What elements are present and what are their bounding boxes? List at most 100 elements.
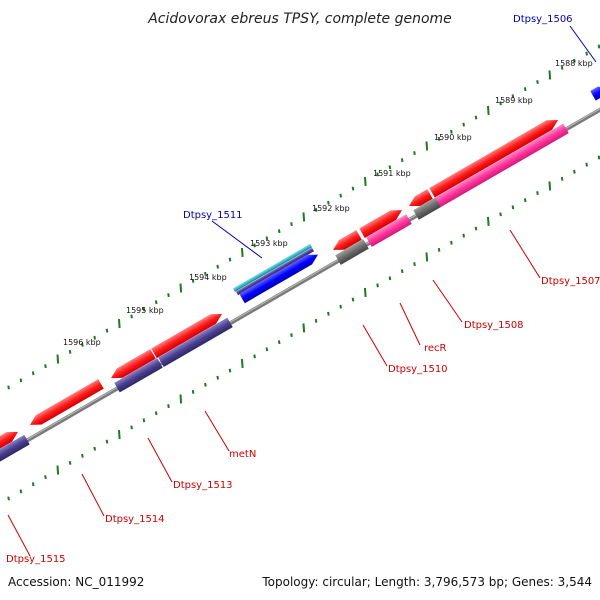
inner-scale-tick [241, 358, 244, 369]
gene-metn-feature[interactable] [158, 317, 233, 368]
map-title: Acidovorax ebreus TPSY, complete genome [147, 11, 452, 27]
accession-text: Accession: NC_011992 [8, 575, 144, 589]
outer-scale-tick [154, 300, 158, 305]
outer-scale-tick [499, 101, 502, 106]
scale-label-1595: 1595 kbp [126, 306, 164, 315]
gene-label-metn[interactable]: metN [229, 449, 256, 460]
inner-scale-tick [523, 198, 527, 203]
outer-scale-tick [573, 58, 576, 63]
inner-scale-tick [19, 489, 23, 494]
outer-scale-tick [376, 172, 379, 177]
gene-label-dtpsy-1514[interactable]: Dtpsy_1514 [105, 514, 165, 525]
gene-label-dtpsy-1510[interactable]: Dtpsy_1510 [388, 364, 448, 375]
inner-scale-tick [118, 429, 121, 440]
outer-scale-tick [302, 212, 306, 222]
outer-scale-tick [450, 129, 453, 134]
inner-scale-tick [68, 460, 72, 465]
leader-dtpsy-1511 [211, 220, 263, 259]
outer-scale-tick [167, 293, 170, 298]
outer-scale-tick [19, 378, 23, 383]
inner-scale-tick [314, 318, 318, 323]
gene-dtpsy-1508-feature[interactable] [413, 197, 441, 220]
outer-scale-tick [536, 80, 539, 85]
scale-label-1591: 1591 kbp [373, 169, 411, 178]
gene-dtpsy-1510-cds[interactable] [330, 230, 362, 255]
gene-dtpsy-1510-feature[interactable] [335, 239, 369, 265]
gene-label-dtpsy-1511[interactable]: Dtpsy_1511 [183, 210, 243, 221]
inner-scale-tick [302, 323, 306, 333]
outer-scale-tick [511, 94, 515, 99]
outer-scale-tick [105, 328, 109, 333]
inner-scale-tick [44, 475, 47, 480]
gene-label-dtpsy-1507[interactable]: Dtpsy_1507 [541, 276, 600, 287]
outer-scale-tick [93, 335, 96, 340]
gene-dtpsy-1513-feature[interactable] [114, 358, 163, 393]
inner-scale-tick [7, 496, 10, 501]
leader-dtpsy-1506 [569, 25, 597, 63]
inner-scale-tick [167, 404, 170, 409]
inner-scale-tick [450, 240, 453, 245]
outer-scale-tick [413, 151, 416, 156]
gene-recr-cds[interactable] [359, 205, 405, 238]
leader-dtpsy-1510 [362, 324, 388, 367]
inner-scale-tick [130, 425, 133, 430]
inner-scale-tick [327, 311, 330, 316]
gene-recr-feature[interactable] [366, 214, 412, 247]
outer-scale-tick [7, 385, 10, 390]
gene-label-dtpsy-1508[interactable]: Dtpsy_1508 [464, 320, 524, 331]
inner-scale-tick [511, 205, 515, 210]
inner-scale-tick [548, 181, 552, 191]
outer-scale-tick [462, 122, 465, 127]
gene-dtpsy-1515-feature[interactable] [0, 434, 30, 466]
gene-label-dtpsy-1515[interactable]: Dtpsy_1515 [6, 554, 66, 565]
outer-scale-tick [437, 136, 441, 141]
inner-scale-tick [351, 297, 355, 302]
inner-scale-tick [339, 304, 342, 309]
inner-scale-tick [179, 394, 183, 404]
inner-scale-tick [277, 340, 281, 345]
gene-dtpsy-1513-cds[interactable] [108, 349, 156, 383]
topology-text: Topology: circular; Length: 3,796,573 bp… [261, 575, 592, 589]
inner-scale-tick [191, 389, 195, 394]
inner-scale-tick [376, 283, 379, 288]
inner-scale-tick [93, 446, 96, 451]
inner-scale-tick [265, 347, 269, 352]
gene-label-dtpsy-1513[interactable]: Dtpsy_1513 [173, 480, 233, 491]
outer-scale-tick [228, 257, 232, 262]
outer-scale-tick [191, 278, 195, 283]
inner-scale-tick [105, 439, 109, 444]
outer-scale-tick [130, 314, 133, 319]
label-leader-lines [7, 25, 597, 557]
inner-scale-tick [154, 411, 158, 416]
gene-dtpsy-1511-cyan[interactable] [232, 243, 313, 292]
inner-scale-tick [31, 482, 35, 487]
gene-dtpsy-1514-cds[interactable] [27, 379, 104, 430]
outer-scale-tick [265, 236, 269, 241]
gene-dtpsy-1507-feature[interactable] [434, 123, 569, 208]
outer-scale-tick [314, 207, 318, 212]
outer-scale-tick [425, 141, 429, 151]
inner-scale-tick [536, 191, 539, 196]
inner-scale-tick [253, 354, 256, 359]
outer-scale-tick [56, 354, 60, 364]
gene-metn-cds[interactable] [151, 309, 225, 359]
outer-scale-tick [179, 283, 183, 293]
gene-dtpsy-1511-cds[interactable] [239, 250, 321, 304]
inner-scale-tick [413, 262, 416, 267]
inner-scale-tick [474, 226, 478, 231]
outer-scale-tick [142, 307, 146, 312]
gene-dtpsy-1508-cds[interactable] [406, 189, 433, 211]
outer-scale-tick [585, 51, 588, 56]
gene-dtpsy-1507-cds[interactable] [429, 115, 561, 198]
gene-label-dtpsy-1506[interactable]: Dtpsy_1506 [513, 14, 573, 25]
outer-scale-tick [400, 158, 404, 163]
scale-label-1588: 1588 kbp [555, 59, 593, 68]
inner-scale-tick [228, 368, 232, 373]
gene-label-recr[interactable]: recR [424, 343, 447, 354]
outer-scale-tick [204, 271, 207, 276]
outer-scale-tick [364, 176, 367, 187]
gene-dtpsy-1511-purple[interactable] [235, 247, 315, 296]
inner-scale-tick [56, 465, 60, 475]
gene-dtpsy-1506-cds[interactable] [590, 84, 600, 101]
gene-dtpsy-1515-cds[interactable] [0, 427, 21, 453]
